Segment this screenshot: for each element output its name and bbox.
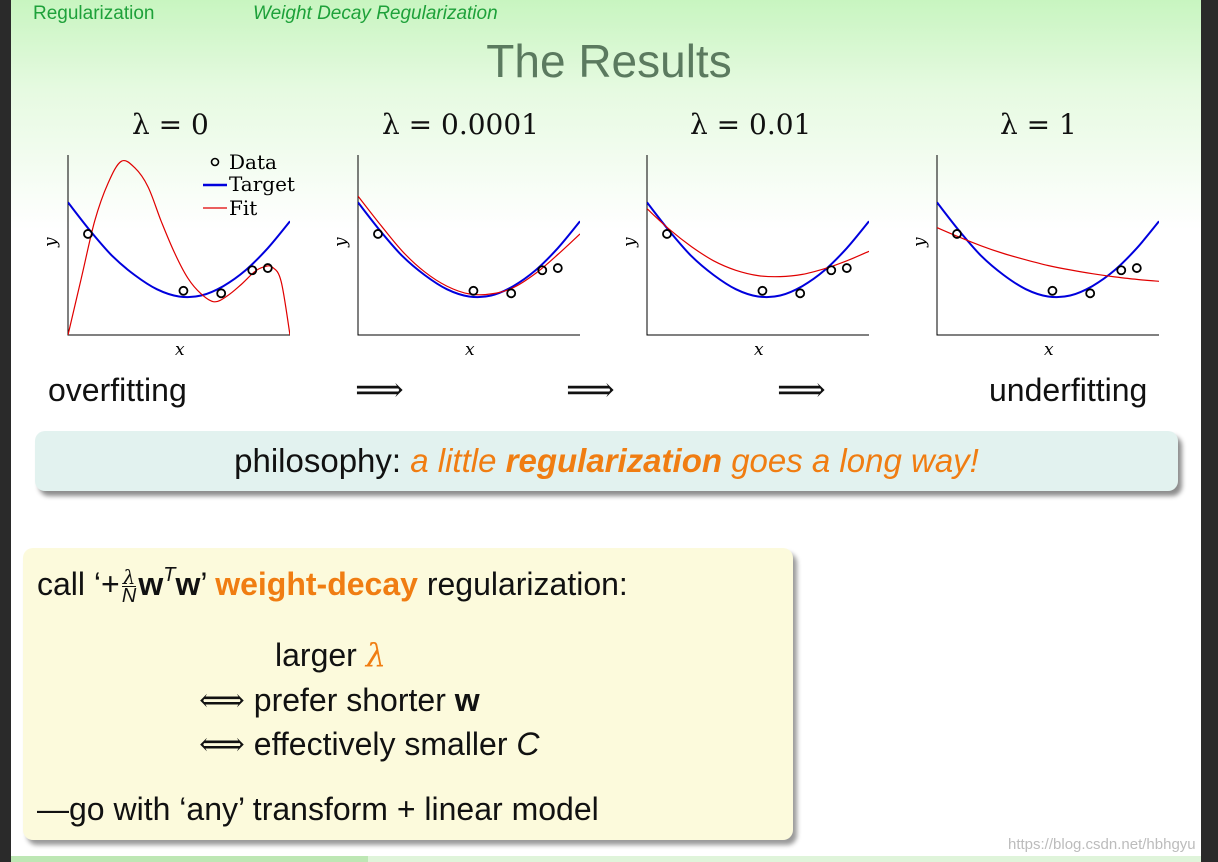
callout-prefix: call ‘+ [37, 566, 120, 602]
data-point [552, 263, 563, 273]
y-axis-label: y [620, 237, 640, 248]
item1-lambda: λ [365, 636, 386, 674]
target-curve [937, 201, 1159, 299]
panel-1-lambda: λ = 0 [132, 108, 209, 141]
item1-text: larger [275, 637, 357, 673]
data-point [841, 263, 852, 273]
plot-axes [357, 155, 580, 336]
slide-title: The Results [486, 35, 732, 87]
data-point [795, 288, 806, 299]
w-vector-2: w [175, 566, 201, 602]
y-axis-label: y [910, 237, 930, 248]
x-axis-label: x [465, 340, 475, 360]
plot-axes [936, 155, 1159, 336]
data-point [216, 288, 227, 299]
panel-4-lambda: λ = 1 [1000, 108, 1077, 141]
data-point [262, 263, 273, 273]
panel-2-lambda: λ = 0.0001 [382, 108, 539, 141]
data-point [1085, 288, 1096, 299]
plot-lambda-0.0001: xy [331, 155, 580, 360]
y-axis-label: y [41, 237, 61, 248]
fraction-numerator: λ [121, 565, 137, 590]
plot-lambda-1: xy [910, 155, 1159, 360]
target-curve [358, 201, 580, 299]
data-point [247, 265, 258, 276]
philosophy-box: philosophy: a little regularization goes… [35, 431, 1178, 491]
plot-area [937, 201, 1159, 299]
plot-area [647, 201, 869, 299]
data-point [952, 229, 962, 239]
target-curve [647, 201, 869, 299]
x-axis-label: x [1044, 340, 1054, 360]
w-vector: w [138, 566, 164, 602]
data-point [373, 229, 383, 239]
panel-3-lambda: λ = 0.01 [690, 108, 812, 141]
callout-item-1: larger λ [275, 636, 386, 674]
philosophy-part2: goes a long way! [731, 442, 979, 479]
implies-arrow-3: ⟹ [777, 370, 826, 410]
iff-symbol-2: ⟺ [199, 725, 245, 763]
data-point [537, 265, 548, 276]
x-axis-label: x [754, 340, 764, 360]
fit-curve [937, 227, 1159, 282]
plot-lambda-0.01: xy [620, 155, 869, 360]
left-frame [0, 0, 11, 862]
item2-text: prefer shorter [253, 682, 446, 718]
data-point [1047, 285, 1058, 296]
plot-axes [646, 155, 869, 336]
transpose-superscript: T [163, 564, 176, 586]
weight-decay-term: weight-decay [215, 566, 418, 602]
data-point [83, 229, 93, 239]
data-point [178, 285, 189, 296]
data-point [826, 265, 837, 276]
legend-target-label: Target [229, 172, 295, 196]
implies-arrow-2: ⟹ [566, 370, 615, 410]
philosophy-bold: regularization [505, 442, 723, 479]
callout-item-2: ⟺ prefer shorter w [199, 681, 480, 719]
bottom-bar-track [368, 856, 1201, 862]
fraction-denominator: N [121, 585, 137, 608]
y-axis-label: y [331, 237, 351, 248]
data-point [468, 285, 479, 296]
overfitting-label: overfitting [48, 372, 187, 408]
callout-last-line: —go with ‘any’ transform + linear model [37, 791, 599, 827]
right-frame [1201, 0, 1218, 862]
data-point [1131, 263, 1142, 273]
iff-symbol-1: ⟺ [199, 681, 245, 719]
x-axis-label: x [175, 340, 185, 360]
callout-item-3: ⟺ effectively smaller C [199, 725, 539, 763]
legend-data-marker [210, 157, 220, 167]
implies-arrow-1: ⟹ [355, 370, 404, 410]
callout-close-quote: ’ [200, 566, 207, 602]
item3-text: effectively smaller [253, 726, 508, 762]
target-curve [68, 201, 290, 299]
header-subsection[interactable]: Weight Decay Regularization [253, 3, 498, 24]
bottom-progress-bar [11, 856, 368, 862]
data-point [662, 229, 672, 239]
underfitting-label: underfitting [989, 372, 1148, 408]
plot-area [358, 195, 580, 299]
data-point [757, 285, 768, 296]
data-point [1116, 265, 1127, 276]
legend-data-label: Data [229, 150, 277, 174]
philosophy-lead: philosophy: [234, 442, 402, 479]
item3-c: C [516, 726, 540, 762]
callout-end: regularization: [426, 566, 628, 602]
legend-fit-label: Fit [229, 196, 257, 220]
philosophy-part1: a little [410, 442, 497, 479]
data-point [506, 288, 517, 299]
watermark: https://blog.csdn.net/hbhgyu [1008, 836, 1196, 853]
header-section[interactable]: Regularization [33, 3, 155, 24]
fit-curve [358, 195, 580, 296]
item2-w: w [454, 682, 480, 718]
